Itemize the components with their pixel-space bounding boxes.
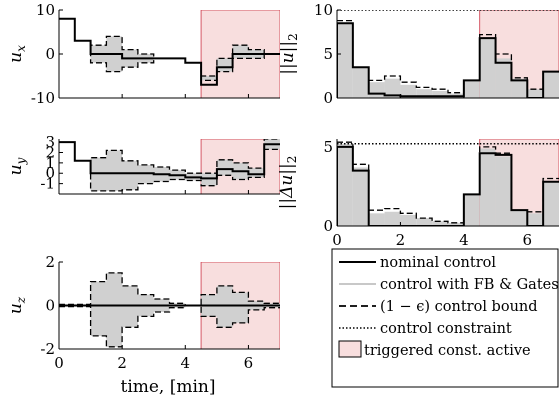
plot-area-uy xyxy=(59,139,280,194)
y-tick-label-du_norm: 5 xyxy=(323,138,333,156)
legend-nominal-label: nominal control xyxy=(380,255,496,271)
panel-u_norm: 10 5 0 ||u||2 xyxy=(278,1,559,107)
x-tick-label-du_norm: 6 xyxy=(523,231,533,249)
upper-bound-uz xyxy=(59,272,280,307)
x-tick-label-uz: 0 xyxy=(54,354,64,372)
y-axis-label-sub: 2 xyxy=(285,156,299,164)
fb-bar-u_norm xyxy=(432,90,448,98)
fb-bar-du_norm xyxy=(448,222,464,226)
y-axis-label-ux: ux xyxy=(6,45,28,63)
fb-bar-u_norm xyxy=(479,38,496,98)
fb-bar-u_norm xyxy=(400,84,417,98)
fb-bar-u_norm xyxy=(495,58,512,98)
y-axis-label-main: u xyxy=(6,164,26,175)
plot-area-du_norm xyxy=(337,139,559,226)
fb-bar-u_norm xyxy=(543,71,559,98)
panel-ux: 10 0 -10 ux xyxy=(6,1,280,107)
fb-band-ux xyxy=(59,18,280,81)
panel-du_norm: 500 2 4 6||Δu||2 xyxy=(277,138,559,249)
x-tick-label-uz: 2 xyxy=(117,354,127,372)
fb-bar-du_norm xyxy=(495,156,512,226)
fb-bar-du_norm xyxy=(432,221,448,226)
panel-uz: 20-20 2 4 6uz xyxy=(6,253,280,372)
y-axis-label-u_norm: ||u||2 xyxy=(278,33,300,75)
fb-bar-u_norm xyxy=(511,78,528,98)
x-tick-label-uz: 4 xyxy=(181,354,191,372)
y-tick-label-u_norm: 10 xyxy=(314,1,333,19)
fb-bar-u_norm xyxy=(337,23,353,98)
nominal-line-du_norm xyxy=(337,145,559,226)
fb-band-uy xyxy=(59,139,280,191)
fb-bar-du_norm xyxy=(400,214,417,226)
y-tick-label-uz: 2 xyxy=(45,253,55,271)
y-axis-label-sub: x xyxy=(14,45,28,52)
lower-bound-uy xyxy=(59,141,280,192)
legend-bound-label: (1 − ϵ) control bound xyxy=(380,299,538,315)
y-axis-label-main: ||u|| xyxy=(278,41,298,75)
legend-triggered-label: triggered const. active xyxy=(364,343,531,359)
x-tick-label-du_norm: 2 xyxy=(396,231,406,249)
legend-constraint-label: control constraint xyxy=(380,321,512,337)
y-tick-label-uy: 1 xyxy=(45,154,55,172)
fb-bar-du_norm xyxy=(479,148,496,226)
y-tick-label-u_norm: 5 xyxy=(323,45,333,63)
x-tick-label-uz: 6 xyxy=(244,354,254,372)
fb-bar-du_norm xyxy=(543,181,559,226)
fb-bar-du_norm xyxy=(352,167,369,226)
y-tick-label-u_norm: 0 xyxy=(323,89,333,107)
x-axis-label: time, [min] xyxy=(120,377,215,397)
fb-bar-du_norm xyxy=(384,211,401,226)
fb-bar-du_norm xyxy=(463,194,480,226)
y-tick-label-uz: 0 xyxy=(45,297,55,315)
fb-bar-u_norm xyxy=(527,89,544,98)
y-axis-label-du_norm: ||Δu||2 xyxy=(277,156,299,210)
y-tick-label-ux: 10 xyxy=(36,1,55,19)
y-tick-label-ux: -10 xyxy=(31,89,55,107)
plot-area-uz xyxy=(59,262,280,349)
legend-triggered-swatch xyxy=(338,340,362,358)
bound-line-u_norm xyxy=(337,19,559,94)
x-tick-label-du_norm: 4 xyxy=(459,231,469,249)
y-tick-label-ux: 0 xyxy=(45,45,55,63)
y-tick-label-du_norm: 0 xyxy=(323,217,333,235)
fb-bar-u_norm xyxy=(384,78,401,98)
x-tick-label-du_norm: 0 xyxy=(332,231,342,249)
y-axis-label-sub: z xyxy=(14,296,28,304)
fb-bar-du_norm xyxy=(337,143,353,226)
y-axis-label-sub: y xyxy=(14,157,28,165)
fb-bar-du_norm xyxy=(416,218,433,226)
nominal-line-uy xyxy=(59,141,280,180)
y-axis-label-main: u xyxy=(6,52,26,63)
nominal-line-ux xyxy=(59,17,280,86)
legend: nominal control control with FB & Gates … xyxy=(331,248,559,388)
y-tick-label-uy: 2 xyxy=(45,143,55,161)
y-axis-label-main: ||Δu|| xyxy=(277,163,297,209)
plot-area-ux xyxy=(59,10,280,98)
y-tick-label-uz: -2 xyxy=(40,340,55,358)
fb-bar-du_norm xyxy=(511,210,528,226)
y-axis-label-uz: uz xyxy=(6,296,28,314)
fb-bar-u_norm xyxy=(352,67,369,98)
y-tick-label-uy: -1 xyxy=(40,175,55,193)
lower-bound-uz xyxy=(59,304,280,348)
y-axis-label-sub: 2 xyxy=(286,33,300,41)
y-tick-label-uy: 0 xyxy=(45,164,55,182)
legend-box xyxy=(331,248,559,388)
legend-fb-gates-label: control with FB & Gates xyxy=(380,277,559,293)
y-tick-label-uy: 3 xyxy=(45,133,55,151)
fb-bar-u_norm xyxy=(463,80,480,98)
fb-bar-u_norm xyxy=(416,89,433,98)
upper-bound-uy xyxy=(59,139,280,174)
fb-bar-du_norm xyxy=(368,213,385,226)
fb-bar-u_norm xyxy=(368,82,385,98)
plot-area-u_norm xyxy=(337,10,559,98)
y-axis-label-uy: uy xyxy=(6,157,28,175)
fb-bar-du_norm xyxy=(527,213,544,226)
nominal-line-u_norm xyxy=(337,22,559,98)
fb-band-uz xyxy=(59,272,280,347)
y-axis-label-main: u xyxy=(6,303,26,314)
